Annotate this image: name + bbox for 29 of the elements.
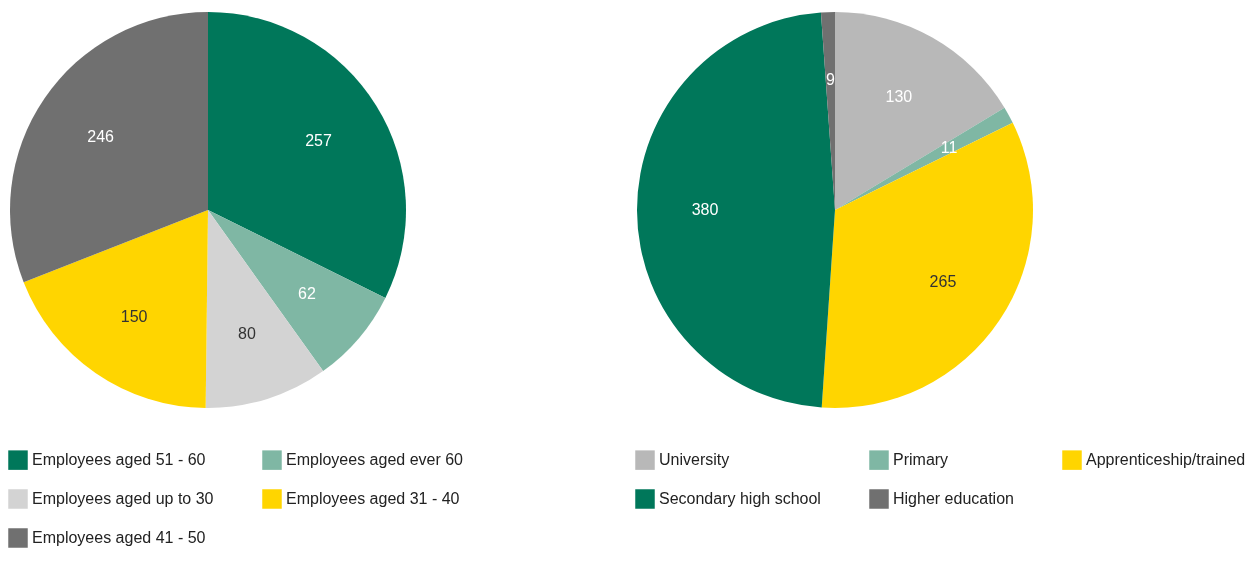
data-label: 9 [825,71,835,89]
legend-label: Employees aged 31 - 40 [286,490,460,507]
data-label: 257 [305,132,332,150]
pie-slice [208,12,406,298]
legend-label: University [659,451,730,469]
pie-slice [208,210,386,372]
pie-slice [23,210,208,408]
legend-label: Employees aged 51 - 60 [32,451,206,469]
data-label: 246 [87,127,115,145]
pie-slice [205,210,324,408]
legend-label: Employees aged ever 60 [286,451,464,469]
data-label: 80 [238,325,256,343]
legend-label: Employees aged up to 30 [32,490,214,507]
data-label: 11 [940,138,958,156]
legend-label: Employees aged 41 - 50 [32,529,206,546]
data-label: 265 [929,273,957,291]
legend-label: Apprenticeship/trained [1086,451,1246,469]
pie-slice [835,107,1013,210]
pie-slice [10,12,208,283]
data-label: 62 [298,285,316,303]
legend-label: Higher education [893,490,1014,507]
legend-label: Primary [893,451,949,469]
pie-slice [637,12,835,408]
data-label: 130 [885,87,913,105]
legend-label: Secondary high school [659,490,821,507]
pie-slice [835,12,1005,210]
data-label: 380 [691,201,719,219]
data-label: 150 [120,307,148,325]
pie-slice [821,122,1033,408]
